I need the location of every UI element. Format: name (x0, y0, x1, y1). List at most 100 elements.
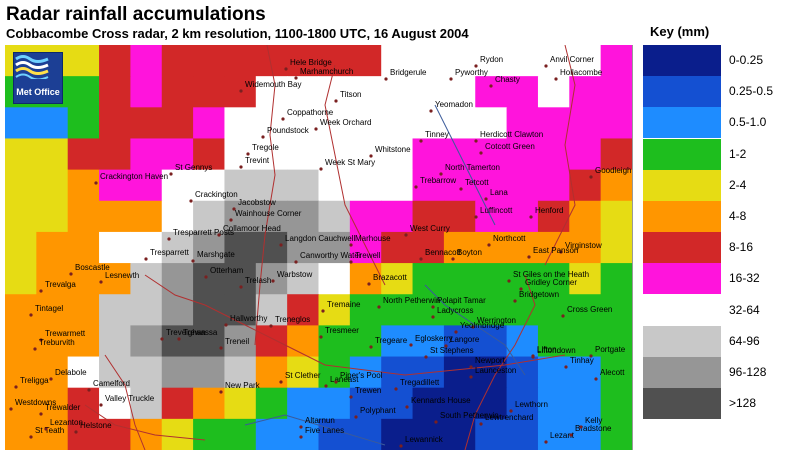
town-label: Boyton (457, 248, 482, 257)
rain-cell (287, 169, 319, 202)
rain-cell (67, 356, 100, 389)
rain-cell (412, 76, 445, 108)
rain-cell (443, 76, 476, 108)
rain-cell (36, 294, 69, 326)
legend-label: >128 (729, 396, 757, 411)
rain-cell (381, 325, 414, 358)
town-marker (564, 365, 568, 369)
town-marker (349, 243, 353, 247)
rain-cell (67, 138, 100, 171)
rain-cell (381, 200, 414, 233)
rain-cell (569, 325, 602, 358)
town-marker (284, 67, 288, 71)
rain-cell (193, 200, 225, 233)
rain-cell (349, 169, 382, 202)
rain-cell (318, 107, 351, 139)
town-label: Goodleigh (595, 166, 631, 175)
rain-cell (224, 45, 257, 77)
rain-cell (161, 107, 194, 139)
town-label: Henford (535, 206, 563, 215)
rain-cell (36, 138, 69, 171)
town-marker (469, 365, 473, 369)
rain-cell (569, 294, 602, 326)
rain-cell (318, 387, 351, 420)
town-label: Marhouse (355, 234, 391, 243)
town-marker (219, 390, 223, 394)
legend-row: 1-2 (643, 138, 800, 170)
rain-cell (67, 231, 100, 264)
rain-cell (412, 263, 445, 295)
rain-cell (130, 294, 163, 326)
rain-cell (161, 76, 194, 108)
rain-cell (381, 169, 414, 202)
town-marker (321, 309, 325, 313)
town-marker (449, 77, 453, 81)
town-label: Lewtrenchard (485, 413, 533, 422)
town-marker (144, 257, 148, 261)
rain-cell (318, 45, 351, 77)
rain-cell (443, 45, 476, 77)
rain-cell (600, 45, 632, 77)
town-marker (279, 243, 283, 247)
rain-cell (600, 356, 632, 389)
town-label: Trebarrow (420, 176, 456, 185)
town-label: Portgate (595, 345, 626, 354)
legend-label: 0.25-0.5 (729, 84, 774, 99)
rain-cell (5, 387, 37, 420)
town-label: Kennards House (411, 396, 471, 405)
rain-cell (224, 231, 257, 264)
town-marker (439, 172, 443, 176)
town-label: Ladycross (437, 306, 473, 315)
legend-label: 2-4 (729, 177, 747, 192)
town-label: Week St Mary (325, 158, 375, 167)
town-label: Trevalga (45, 280, 76, 289)
rain-cell (412, 387, 445, 420)
rain-cell (569, 418, 602, 450)
town-marker (281, 117, 285, 121)
legend-label: 16-32 (729, 271, 760, 286)
town-label: Luffincott (480, 206, 513, 215)
town-marker (569, 433, 573, 437)
rain-cell (99, 169, 131, 202)
rain-cell (99, 263, 131, 295)
town-marker (554, 77, 558, 81)
rain-cell (600, 263, 632, 295)
rain-cell (318, 418, 351, 450)
town-marker (559, 250, 563, 254)
rain-cell (537, 356, 570, 389)
river-line (434, 104, 496, 226)
town-label: Treneglos (275, 315, 310, 324)
rain-cell (161, 325, 194, 358)
town-label: Langdon Cauchwell (285, 234, 355, 243)
rain-cell (537, 138, 570, 171)
town-marker (527, 255, 531, 259)
rain-cell (161, 387, 194, 420)
rain-cell (99, 231, 131, 264)
town-marker (451, 257, 455, 261)
rain-cell (99, 418, 131, 450)
town-marker (474, 215, 478, 219)
town-label: Chasty (495, 75, 520, 84)
rain-cell (537, 169, 570, 202)
rain-cell (569, 387, 602, 420)
rain-cell (381, 138, 414, 171)
town-label: Canworthy Water (300, 251, 362, 260)
rain-cell (569, 231, 602, 264)
rain-cell (475, 294, 508, 326)
town-label: Lewthorn (515, 400, 548, 409)
town-label: St Clether (285, 371, 321, 380)
rain-cell (381, 76, 414, 108)
rain-cell (36, 200, 69, 233)
rain-cell (5, 231, 37, 264)
rain-cell (67, 294, 100, 326)
town-label: St Giles on the Heath (513, 270, 589, 279)
legend-label: 96-128 (729, 365, 767, 379)
town-label: Yeomadon (435, 100, 473, 109)
town-marker (279, 380, 283, 384)
town-marker (319, 335, 323, 339)
rain-cell (506, 418, 539, 450)
rain-cell (349, 138, 382, 171)
rain-cell (130, 325, 163, 358)
rain-cell (224, 169, 257, 202)
